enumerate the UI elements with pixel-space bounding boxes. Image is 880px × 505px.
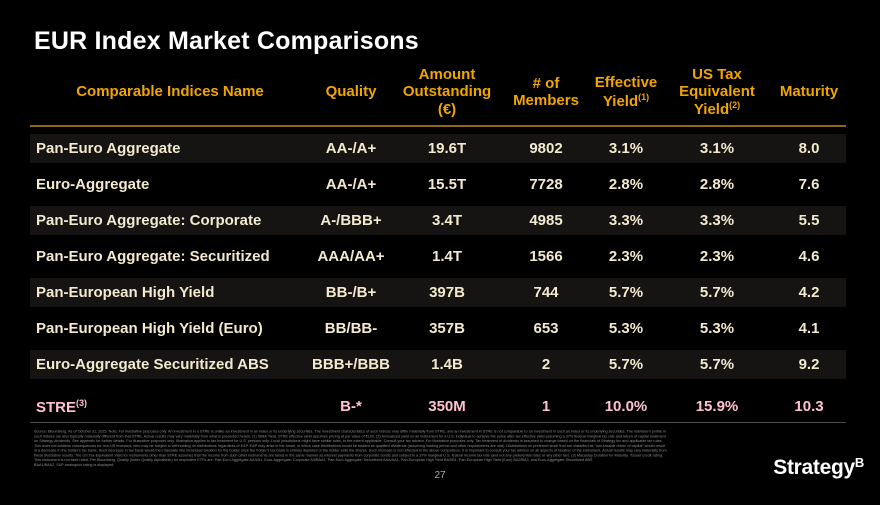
cell-effective-yield: 3.1% xyxy=(608,140,644,157)
cell-quality: A-/BBB+ xyxy=(320,212,382,229)
cell-maturity: 8.0 xyxy=(798,140,820,157)
cell-effective-yield: 10.0% xyxy=(604,398,648,415)
cell-us-tax-equivalent-yield: 5.3% xyxy=(699,320,735,337)
disclaimer: Source: Bloomberg. As of October 31, 202… xyxy=(34,429,846,505)
disclaimer-text: Source: Bloomberg. As of October 31, 202… xyxy=(34,429,854,467)
cell-members: 9802 xyxy=(529,140,563,157)
col-header-quality: Quality xyxy=(325,83,377,101)
col-header-amount-outstanding: Amount Outstanding (€) xyxy=(402,66,492,118)
cell-index-name: Euro-Aggregate xyxy=(36,176,150,193)
cell-members: 653 xyxy=(533,320,559,337)
footnote-ref-1: (1) xyxy=(638,91,650,102)
bottom-divider xyxy=(30,422,846,423)
table-row: Pan-European High Yield BB-/B+ 397B 744 … xyxy=(30,278,846,307)
cell-us-tax-equivalent-yield: 5.7% xyxy=(699,284,735,301)
cell-quality: AA-/A+ xyxy=(325,140,377,157)
table-row: Pan-Euro Aggregate: Securitized AAA/AA+ … xyxy=(30,242,846,271)
cell-effective-yield: 5.3% xyxy=(608,320,644,337)
cell-amount-outstanding: 15.5T xyxy=(427,176,467,193)
cell-amount-outstanding: 1.4T xyxy=(431,248,462,265)
cell-effective-yield: 3.3% xyxy=(608,212,644,229)
cell-quality: BB-/B+ xyxy=(325,284,377,301)
cell-maturity: 10.3 xyxy=(794,398,824,415)
cell-members: 7728 xyxy=(529,176,563,193)
comparison-table: Comparable Indices Name Quality Amount O… xyxy=(30,60,846,423)
cell-maturity: 4.1 xyxy=(798,320,820,337)
cell-us-tax-equivalent-yield: 3.1% xyxy=(699,140,735,157)
col-header-maturity: Maturity xyxy=(779,83,839,101)
cell-quality: B-* xyxy=(340,398,362,415)
cell-us-tax-equivalent-yield: 2.3% xyxy=(699,248,735,265)
cell-effective-yield: 5.7% xyxy=(608,284,644,301)
table-row: Euro-Aggregate Securitized ABS BBB+/BBB … xyxy=(30,350,846,379)
cell-quality: AAA/AA+ xyxy=(317,248,385,265)
table-row: Pan-Euro Aggregate AA-/A+ 19.6T 9802 3.1… xyxy=(30,134,846,163)
cell-index-name: Pan-European High Yield xyxy=(36,284,215,301)
footnote-ref-2: (2) xyxy=(729,100,741,111)
logo-text: Strategy xyxy=(773,456,855,479)
cell-index-name: Euro-Aggregate Securitized ABS xyxy=(36,356,269,373)
cell-us-tax-equivalent-yield: 2.8% xyxy=(699,176,735,193)
cell-effective-yield: 2.8% xyxy=(608,176,644,193)
cell-us-tax-equivalent-yield: 3.3% xyxy=(699,212,735,229)
table-header-row: Comparable Indices Name Quality Amount O… xyxy=(30,60,846,124)
table-row: Euro-Aggregate AA-/A+ 15.5T 7728 2.8% 2.… xyxy=(30,170,846,199)
cell-maturity: 4.2 xyxy=(798,284,820,301)
disclaimer-line: on Strategy dividends. See appendix for … xyxy=(34,438,663,444)
footnote-ref-3: (3) xyxy=(76,397,88,408)
cell-quality: AA-/A+ xyxy=(325,176,377,193)
cell-maturity: 7.6 xyxy=(798,176,820,193)
table-row: Pan-Euro Aggregate: Corporate A-/BBB+ 3.… xyxy=(30,206,846,235)
cell-maturity: 4.6 xyxy=(798,248,820,265)
cell-us-tax-equivalent-yield: 15.9% xyxy=(695,398,739,415)
disclaimer-line: these illustrative results. The US Tax-E… xyxy=(34,452,664,458)
col-header-comparable-indices-name: Comparable Indices Name xyxy=(76,83,264,101)
cell-amount-outstanding: 350M xyxy=(428,398,466,415)
col-header-us-tax-equivalent-yield: US Tax Equivalent Yield(2) xyxy=(679,65,755,119)
cell-quality: BBB+/BBB xyxy=(312,356,390,373)
cell-members: 744 xyxy=(533,284,559,301)
disclaimer-line: Source: Bloomberg. As of October 31, 202… xyxy=(34,429,666,434)
cell-effective-yield: 5.7% xyxy=(608,356,644,373)
cell-amount-outstanding: 3.4T xyxy=(431,212,462,229)
col-header-effective-yield: Effective Yield(1) xyxy=(594,74,658,110)
cell-index-name: Pan-Euro Aggregate: Corporate xyxy=(36,212,262,229)
disclaimer-line: such indices are also typically material… xyxy=(34,433,666,439)
cell-us-tax-equivalent-yield: 5.7% xyxy=(699,356,735,373)
col-header-members: # of Members xyxy=(513,74,579,109)
page-number: 27 xyxy=(434,470,446,481)
cell-index-name: Pan-Euro Aggregate xyxy=(36,140,181,157)
cell-amount-outstanding: 19.6T xyxy=(427,140,467,157)
disclaimer-line: This does not address consequences for n… xyxy=(34,443,665,448)
disclaimer-line: BAA1/BAA2. S&P analogous rating is displ… xyxy=(34,462,115,467)
strategy-logo: StrategyB xyxy=(773,455,864,480)
cell-index-name: Pan-European High Yield (Euro) xyxy=(36,320,263,337)
bitcoin-icon: B xyxy=(854,455,864,470)
cell-quality: BB/BB- xyxy=(324,320,378,337)
cell-amount-outstanding: 1.4B xyxy=(431,356,463,373)
cell-amount-outstanding: 357B xyxy=(429,320,465,337)
cell-index-name: STRE(3) xyxy=(36,397,88,416)
cell-members: 4985 xyxy=(529,212,563,229)
header-divider xyxy=(30,125,846,127)
disclaimer-line: in a decrease in the holder's tax basis.… xyxy=(34,448,667,453)
cell-amount-outstanding: 397B xyxy=(429,284,465,301)
disclaimer-line: This instrument is not itself rated. Per… xyxy=(34,457,593,463)
cell-effective-yield: 2.3% xyxy=(608,248,644,265)
cell-maturity: 9.2 xyxy=(798,356,820,373)
table-row: Pan-European High Yield (Euro) BB/BB- 35… xyxy=(30,314,846,343)
cell-index-name: Pan-Euro Aggregate: Securitized xyxy=(36,248,270,265)
cell-members: 1 xyxy=(541,398,551,415)
cell-members: 1566 xyxy=(529,248,563,265)
table-row-stre: STRE(3) B-* 350M 1 10.0% 15.9% 10.3 xyxy=(30,392,846,421)
cell-members: 2 xyxy=(541,356,551,373)
page-title: EUR Index Market Comparisons xyxy=(34,27,419,55)
cell-maturity: 5.5 xyxy=(798,212,820,229)
